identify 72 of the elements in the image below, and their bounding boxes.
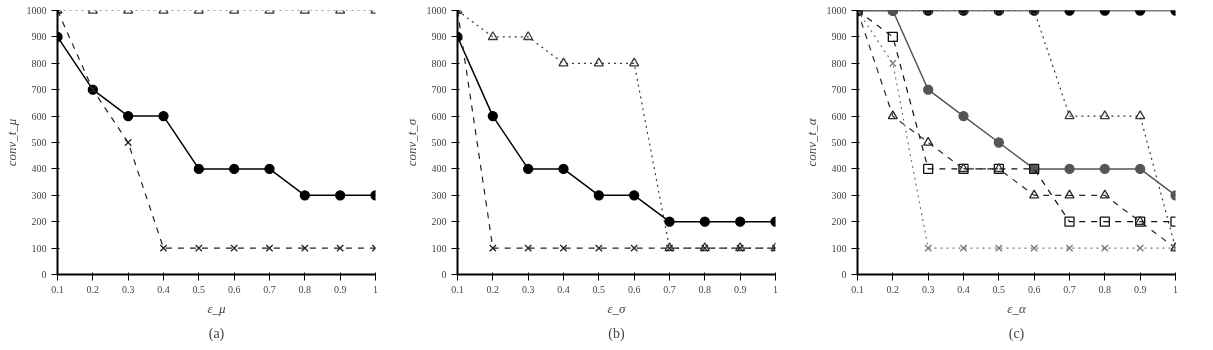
y-tick-label: 700 [31,84,47,96]
x-tick-label: 0.7 [263,283,276,295]
x-tick-label: 0.2 [886,283,900,295]
x-tick-label: 0.3 [121,283,135,295]
y-tick-label: 100 [831,242,847,254]
y-tick-label: 700 [431,84,447,96]
y-tick-label: 500 [431,137,447,148]
x-tick-label: 0.1 [851,283,864,295]
y-tick-label: 900 [831,31,847,43]
x-tick-label: 0.2 [486,283,500,295]
y-tick-label: 1000 [26,5,47,16]
y-tick-label: 0 [441,269,447,280]
y-tick-label: 0 [41,269,47,280]
y-tick-label: 300 [31,189,47,201]
x-tick-label: 0.4 [957,283,970,295]
x-tick-label: 0.4 [157,283,170,295]
x-axis-title: ε_α [1007,300,1027,316]
text: (b) [608,325,625,342]
y-tick-label: 100 [431,242,447,254]
x-tick-label: 1 [773,283,778,295]
x-tick-label: 0.9 [733,283,747,295]
x-tick-label: 0.1 [451,283,464,295]
x-tick-label: 0.3 [521,283,535,295]
x-tick-label: 0.6 [1027,283,1041,295]
y-tick-label: 200 [831,216,847,228]
y-tick-label: 200 [31,216,47,228]
y-tick-label: 600 [31,110,47,122]
x-tick-label: 0.7 [1063,283,1076,295]
y-tick-label: 400 [831,163,847,175]
x-tick-label: 0.3 [921,283,935,295]
x-tick-label: 0.8 [298,283,312,295]
text: (c) [1008,325,1025,342]
y-tick-label: 100 [31,242,47,254]
y-tick-label: 500 [31,137,47,148]
y-tick-label: 300 [431,189,447,201]
y-tick-label: 700 [831,84,847,96]
y-tick-label: 500 [831,137,847,148]
x-tick-label: 0.7 [663,283,676,295]
x-tick-label: 0.4 [557,283,570,295]
x-tick-label: 0.5 [192,283,206,295]
x-tick-label: 0.9 [1133,283,1147,295]
x-tick-label: 0.6 [627,283,641,295]
x-tick-label: 0.5 [592,283,606,295]
y-tick-label: 0 [841,269,847,280]
x-tick-label: 0.1 [51,283,64,295]
y-tick-label: 800 [831,57,847,69]
y-tick-label: 400 [31,163,47,175]
x-axis-title: ε_σ [607,300,627,316]
x-tick-label: 1 [373,283,378,295]
x-tick-label: 0.8 [698,283,712,295]
x-tick-label: 0.6 [227,283,241,295]
text: (a) [208,325,225,342]
y-tick-label: 600 [831,110,847,122]
x-tick-label: 0.9 [333,283,347,295]
y-axis-title: conv_t_α [803,117,819,167]
y-tick-label: 200 [431,216,447,228]
y-axis-title: conv_t_μ [3,118,19,167]
y-tick-label: 800 [431,57,447,69]
x-tick-label: 0.5 [992,283,1006,295]
y-tick-label: 600 [431,110,447,122]
y-tick-label: 1000 [826,5,847,16]
x-tick-label: 1 [1173,283,1178,295]
y-axis-title: conv_t_σ [403,118,419,167]
y-tick-label: 900 [31,31,47,43]
y-tick-label: 1000 [426,5,447,16]
y-tick-label: 300 [831,189,847,201]
y-tick-label: 900 [431,31,447,43]
y-tick-label: 400 [431,163,447,175]
y-tick-label: 800 [31,57,47,69]
x-tick-label: 0.8 [1098,283,1112,295]
x-axis-title: ε_μ [207,300,227,316]
x-tick-label: 0.2 [86,283,100,295]
